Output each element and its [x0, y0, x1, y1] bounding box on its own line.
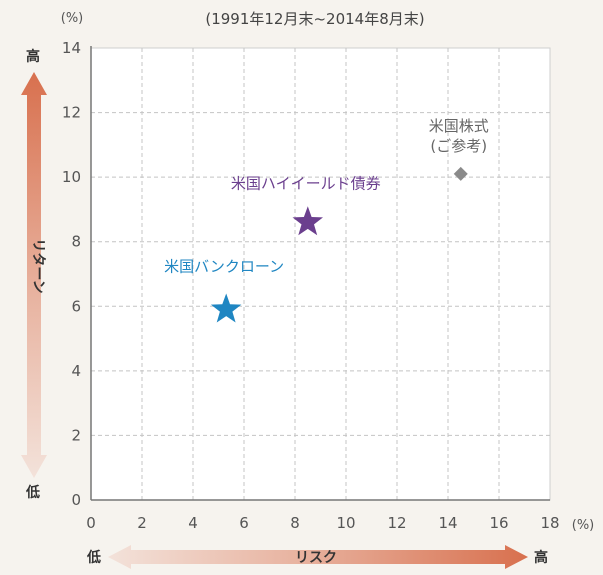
x-tick-label: 16 — [489, 514, 508, 532]
x-tick-label: 10 — [336, 514, 355, 532]
diamond-marker — [453, 166, 468, 181]
y-tick-label: 0 — [71, 491, 81, 509]
x-tick-label: 6 — [239, 514, 249, 532]
x-tick-label: 14 — [438, 514, 457, 532]
y-tick-label: 12 — [62, 104, 81, 122]
plot-background — [90, 47, 551, 501]
point-sublabel: (ご参考) — [430, 137, 487, 155]
point-label: 米国バンクローン — [164, 258, 284, 276]
return-high-label: 高 — [26, 48, 40, 65]
x-tick-label: 2 — [137, 514, 147, 532]
x-unit-label: (%) — [572, 518, 595, 533]
x-tick-label: 12 — [387, 514, 406, 532]
y-tick-label: 2 — [71, 426, 81, 444]
y-tick-label: 14 — [62, 39, 81, 57]
y-tick-label: 6 — [71, 297, 81, 315]
risk-low-label: 低 — [86, 549, 101, 566]
point-label: 米国株式 — [429, 117, 489, 135]
point-label: 米国ハイイールド債券 — [231, 174, 381, 192]
plot-area: 0 2 4 6 8 10 12 14 0 2 4 6 8 10 12 14 16 18 米国バンクローン 米国ハイイー… — [62, 39, 560, 532]
y-tick-label: 10 — [62, 168, 81, 186]
y-tick-label: 8 — [71, 233, 81, 251]
risk-axis-label: リスク — [295, 550, 337, 566]
star-marker — [210, 293, 242, 323]
return-low-label: 低 — [25, 484, 40, 501]
x-tick-label: 4 — [188, 514, 198, 532]
risk-high-label: 高 — [534, 549, 548, 566]
x-tick-label: 18 — [540, 514, 559, 532]
risk-axis-arrow — [108, 545, 528, 569]
y-unit-label: (%) — [61, 11, 84, 26]
x-tick-label: 8 — [290, 514, 300, 532]
return-axis-arrow — [21, 72, 47, 478]
return-axis-label: リターン — [30, 238, 46, 293]
y-tick-label: 4 — [71, 362, 81, 380]
x-tick-label: 0 — [86, 514, 96, 532]
star-marker — [292, 206, 323, 236]
period-label: (1991年12月末~2014年8月末) — [205, 10, 424, 28]
